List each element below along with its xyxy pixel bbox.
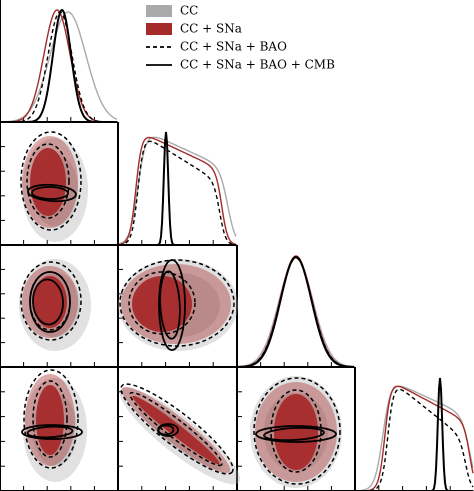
panel-frame — [237, 245, 355, 367]
contour-cmb-inner — [32, 278, 64, 326]
contour-cmb-outer — [27, 183, 77, 203]
marginal-cc — [237, 257, 355, 368]
marginal-sna — [238, 255, 354, 368]
contour-cmb-inner — [263, 426, 325, 442]
contour-bao-outer — [20, 261, 82, 341]
marginal-cc — [118, 136, 237, 245]
contour-sna-inner — [33, 276, 67, 328]
marginal-cmb — [238, 255, 354, 368]
contour-bao-outer — [23, 369, 79, 469]
panel-frame — [0, 122, 118, 245]
contour-cmb-outer — [158, 259, 186, 351]
contour-sna-inner — [36, 385, 64, 455]
marginal-cmb — [119, 131, 236, 246]
legend-label: CC + SNa + BAO — [180, 40, 287, 54]
legend-label: CC + SNa — [180, 22, 242, 36]
contour-cmb-inner — [159, 270, 181, 340]
marginal-bao — [356, 388, 474, 491]
legend-label: CC — [180, 4, 198, 18]
marginal-bao — [0, 11, 117, 123]
marginal-cc — [355, 385, 474, 491]
contour-cmb-inner — [31, 186, 69, 200]
contour-bao-outer — [120, 383, 234, 475]
contour-bao-inner — [26, 143, 70, 219]
contour-cmb-outer — [29, 271, 71, 333]
contour-bao-inner — [270, 389, 322, 473]
contour-cmb-outer — [255, 425, 337, 443]
contour-cmb-inner — [157, 424, 175, 436]
marginal-sna — [356, 385, 474, 491]
marginal-cc — [0, 11, 118, 123]
legend-swatch — [146, 5, 172, 17]
contour-bao-inner — [32, 380, 68, 458]
panel-frame — [0, 245, 118, 367]
marginal-cmb — [0, 8, 117, 123]
contour-sna-inner — [132, 395, 220, 465]
contour-cmb-inner — [26, 425, 74, 439]
panel-frame — [355, 367, 474, 491]
marginal-bao — [118, 140, 237, 246]
contour-cmb-outer — [21, 424, 83, 440]
legend-swatch — [146, 23, 172, 35]
legend-label: CC + SNa + BAO + CMB — [180, 58, 335, 72]
marginal-sna — [118, 136, 237, 246]
contour-bao-outer — [20, 131, 82, 231]
contour-sna-inner — [274, 394, 318, 470]
contour-bao-outer — [253, 377, 341, 485]
marginal-bao — [238, 257, 354, 368]
contour-sna-inner — [30, 148, 66, 216]
contour-sna-inner — [132, 276, 192, 332]
